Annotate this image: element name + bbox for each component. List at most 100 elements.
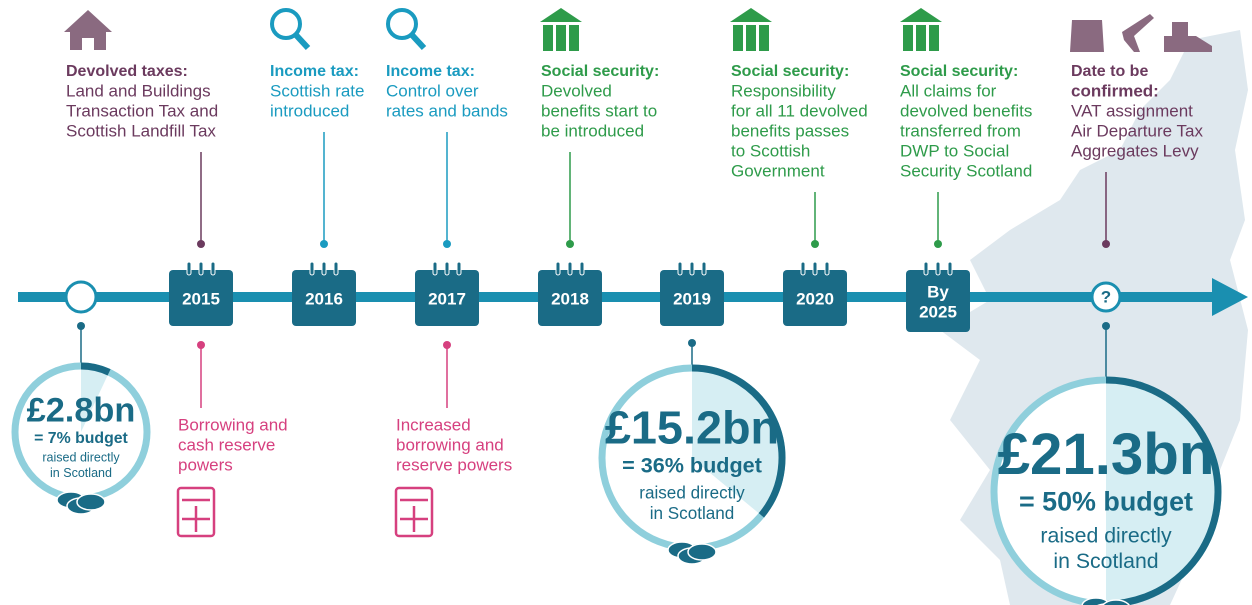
budget-note: raised directly: [1040, 523, 1172, 547]
magnifier-icon: [270, 8, 311, 51]
connector-dot: [197, 240, 205, 248]
year-label: 2018: [551, 289, 589, 308]
calendar-ring: [812, 261, 818, 276]
calendar-ring: [456, 261, 462, 276]
budget-amount: £2.8bn: [27, 391, 136, 429]
event-text: transferred from: [900, 121, 1021, 140]
calendar: [538, 270, 602, 326]
connector-dot: [443, 240, 451, 248]
calendar: [906, 270, 970, 332]
calendar-ring: [333, 261, 339, 276]
calculator-icon: [394, 486, 434, 538]
budget-share: = 36% budget: [622, 453, 762, 478]
year-label: By: [927, 282, 949, 301]
calendar: [292, 270, 356, 326]
budget-amount: £21.3bn: [998, 422, 1215, 487]
event-text: Government: [731, 161, 825, 180]
calendar-ring: [444, 261, 450, 276]
calendar: [415, 270, 479, 326]
year-label: 2017: [428, 289, 466, 308]
event-text: Land and Buildings: [66, 81, 211, 100]
budget-note: raised directly: [639, 484, 745, 503]
year-label: 2025: [919, 302, 957, 321]
budget-note: in Scotland: [50, 466, 112, 480]
event-text: borrowing and: [396, 435, 504, 454]
year-label: 2016: [305, 289, 343, 308]
calendar-ring: [800, 261, 806, 276]
event-text: DWP to Social: [900, 141, 1009, 160]
magnifier-icon: [386, 8, 427, 51]
calendar-ring: [947, 261, 953, 276]
event-text: benefits passes: [731, 121, 849, 140]
event-text: All claims for: [900, 81, 997, 100]
budget-share: = 50% budget: [1019, 486, 1193, 516]
people-icon: [540, 8, 582, 51]
timeline-arrow: [18, 278, 1248, 316]
coin-icon: [687, 543, 717, 561]
connector-dot: [320, 240, 328, 248]
event-heading: Social security:: [541, 63, 659, 80]
calendar-ring: [567, 261, 573, 276]
calendar-ring: [321, 261, 327, 276]
unknown-marker: [1090, 281, 1122, 313]
year-label: 2015: [182, 289, 220, 308]
event-text: Air Departure Tax: [1071, 121, 1203, 140]
coin-icon: [1102, 599, 1130, 605]
event-heading: Date to be: [1071, 63, 1148, 80]
budget-note: in Scotland: [1053, 549, 1158, 573]
event-text: Scottish rate: [270, 81, 365, 100]
event-text: cash reserve: [178, 435, 275, 454]
calendar-ring: [432, 261, 438, 276]
connector-dot: [1102, 240, 1110, 248]
icons: [64, 8, 1212, 538]
calendar-ring: [824, 261, 830, 276]
event-text: powers: [178, 455, 233, 474]
calendar-ring: [579, 261, 585, 276]
people-icon: [900, 8, 942, 51]
connector-dot: [934, 240, 942, 248]
calendar-ring: [186, 261, 192, 276]
budget-share-arc: [691, 364, 786, 518]
budget-note: in Scotland: [650, 504, 735, 523]
calendar: [660, 270, 724, 326]
house-icon: [64, 10, 112, 50]
budget-note: raised directly: [42, 451, 120, 465]
calendar: [783, 270, 847, 326]
calendar-ring: [198, 261, 204, 276]
event-heading: Social security:: [731, 63, 849, 80]
tax-icons: [1070, 14, 1212, 52]
connector-dot: [566, 240, 574, 248]
connector-dot: [811, 240, 819, 248]
event-text: reserve powers: [396, 455, 512, 474]
start-marker: [64, 280, 98, 314]
calendar-ring: [309, 261, 315, 276]
event-text: Borrowing and: [178, 415, 288, 434]
year-label: 2019: [673, 289, 711, 308]
people-icon: [730, 8, 772, 51]
event-text: rates and bands: [386, 101, 508, 120]
budget-share-sector: [81, 366, 110, 432]
event-text: to Scottish: [731, 141, 810, 160]
event-text: Increased: [396, 415, 471, 434]
calculator-icon: [176, 486, 216, 538]
event-text: confirmed:: [1071, 81, 1159, 100]
coin-icon: [1081, 597, 1111, 605]
event-text: Security Scotland: [900, 161, 1032, 180]
calendar-ring: [923, 261, 929, 276]
calendar-ring: [677, 261, 683, 276]
budget-share-sector: [692, 368, 782, 516]
event-text: Scottish Landfill Tax: [66, 121, 216, 140]
budget-share-arc: [80, 362, 111, 376]
calendar: [169, 270, 233, 326]
calendar-ring: [210, 261, 216, 276]
calendar-ring: [935, 261, 941, 276]
unknown-label: ?: [1101, 287, 1111, 306]
event-text: Devolved: [541, 81, 612, 100]
event-text: be introduced: [541, 121, 644, 140]
calendar-ring: [701, 261, 707, 276]
event-text: Control over: [386, 81, 479, 100]
coin-icon: [76, 493, 106, 511]
budget-amount: £15.2bn: [605, 401, 779, 453]
event-text: introduced: [270, 101, 349, 120]
